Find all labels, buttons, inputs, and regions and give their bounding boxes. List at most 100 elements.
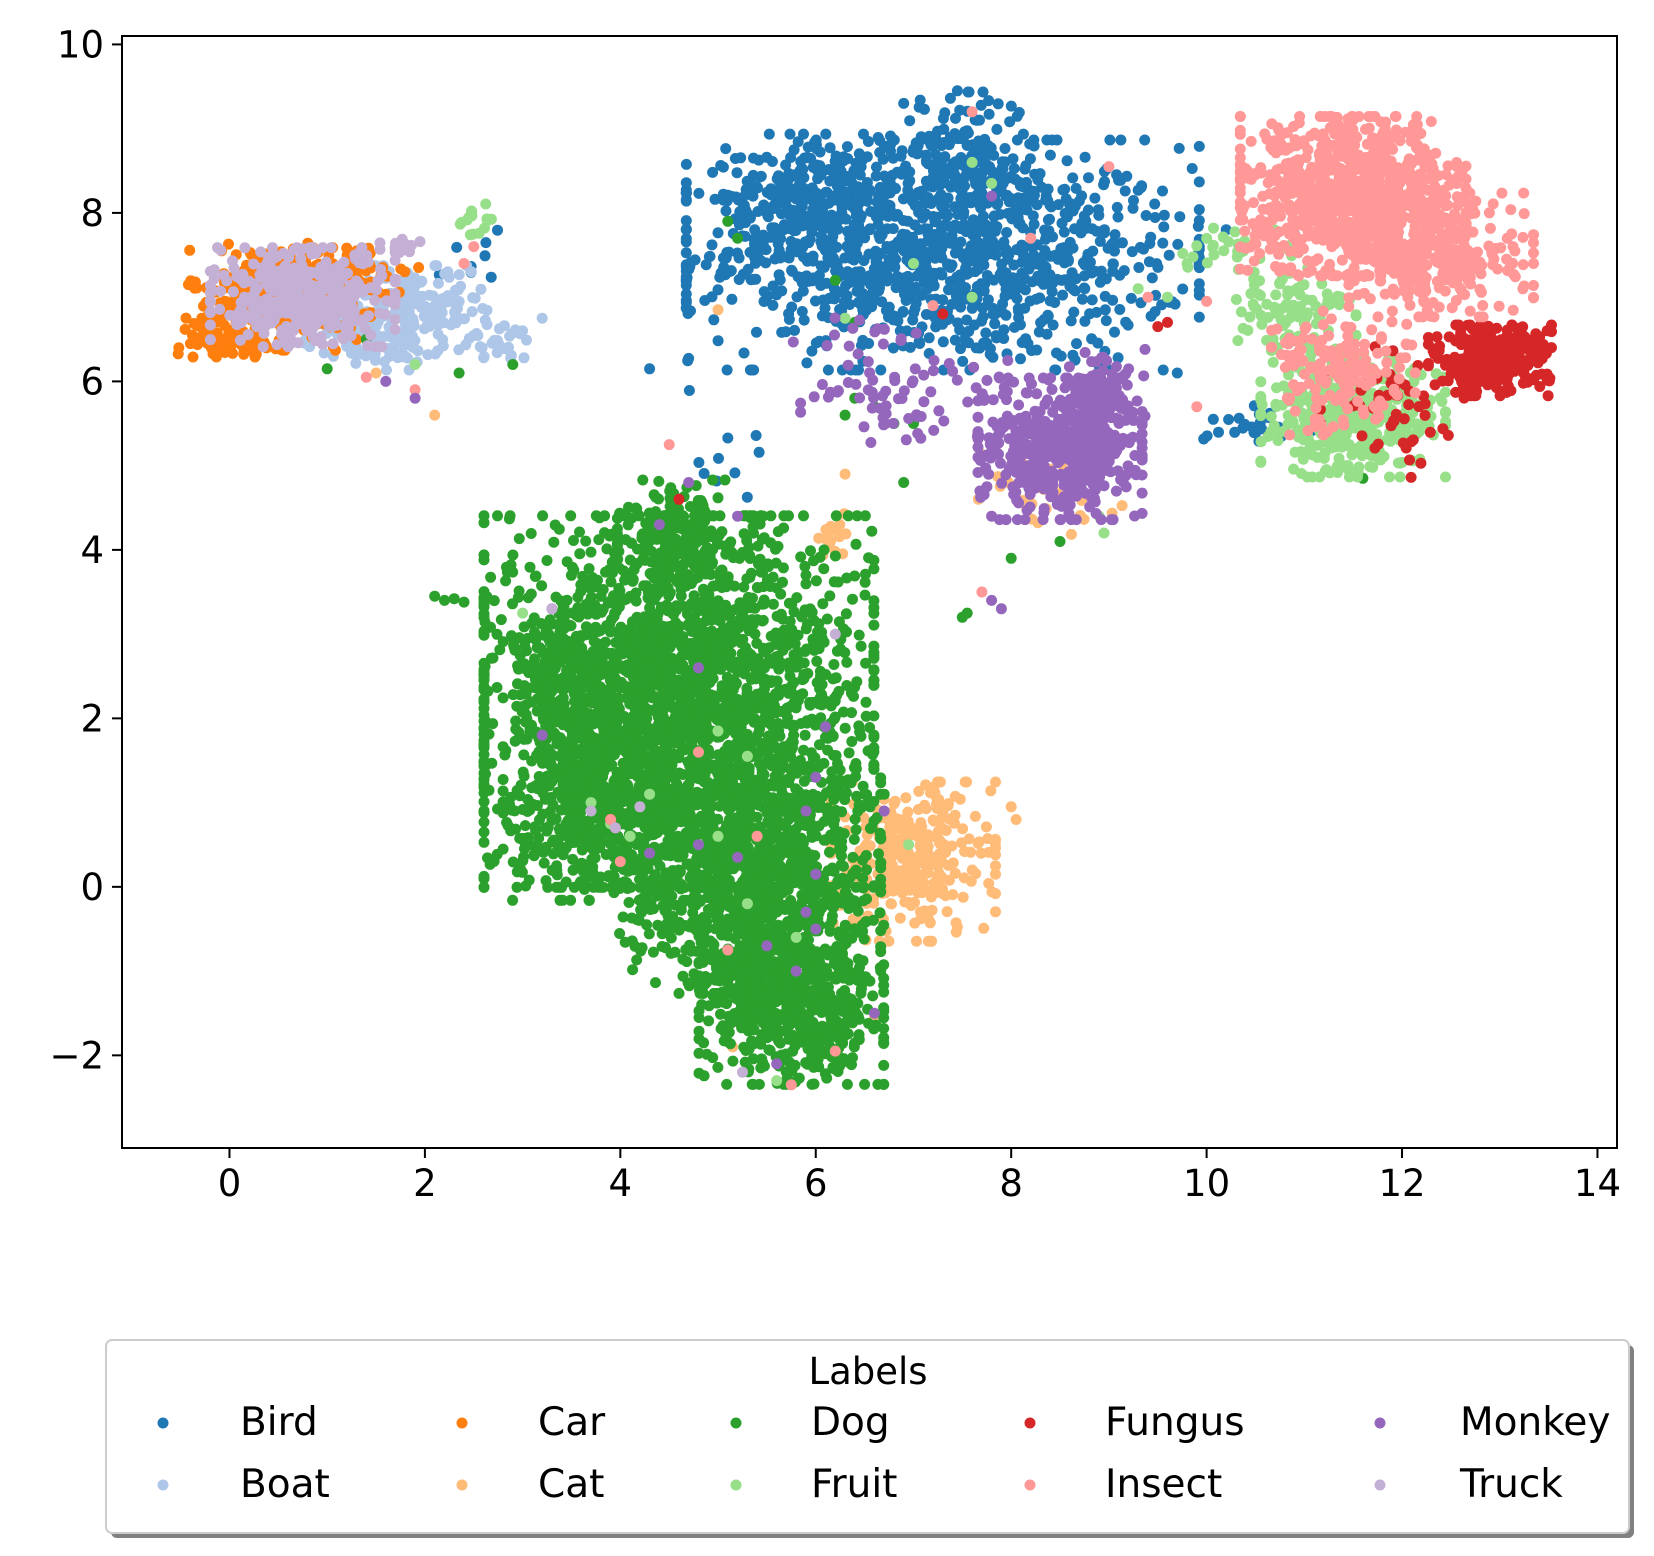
- scatter-point: [807, 635, 819, 647]
- scatter-point: [785, 700, 797, 712]
- scatter-point: [801, 357, 813, 369]
- scatter-point: [437, 340, 449, 352]
- scatter-point: [1035, 317, 1047, 329]
- scatter-point: [475, 283, 487, 295]
- scatter-point: [864, 224, 876, 236]
- scatter-point: [939, 151, 951, 163]
- scatter-point: [693, 457, 705, 468]
- scatter-point: [478, 627, 490, 639]
- scatter-point: [808, 615, 820, 626]
- scatter-point: [1017, 181, 1029, 193]
- scatter-point: [954, 104, 966, 116]
- scatter-point: [925, 891, 937, 903]
- scatter-point: [916, 255, 928, 267]
- scatter-point: [1021, 255, 1032, 267]
- scatter-point: [920, 149, 932, 161]
- scatter-point: [1079, 283, 1091, 295]
- scatter-point: [942, 800, 954, 812]
- scatter-point: [749, 628, 761, 640]
- scatter-point: [788, 636, 800, 648]
- scatter-point: [890, 848, 901, 860]
- scatter-point: [797, 688, 809, 700]
- scatter-point: [818, 636, 830, 648]
- scatter-point: [771, 173, 783, 185]
- scatter-point: [675, 728, 687, 740]
- scatter-point: [1157, 364, 1169, 376]
- scatter-point: [610, 606, 622, 617]
- scatter-point: [536, 580, 548, 592]
- scatter-point: [844, 173, 856, 185]
- scatter-point: [1004, 192, 1016, 204]
- scatter-point: [923, 332, 935, 344]
- scatter-point: [785, 235, 797, 247]
- scatter-point: [1111, 169, 1123, 181]
- scatter-point: [992, 98, 1004, 110]
- scatter-point: [492, 224, 503, 236]
- scatter-point: [757, 239, 769, 251]
- scatter-point: [450, 284, 461, 296]
- scatter-point: [479, 314, 491, 326]
- scatter-point: [1125, 292, 1137, 304]
- scatter-point: [627, 632, 639, 644]
- scatter-point: [738, 347, 750, 359]
- scatter-point: [1036, 251, 1048, 263]
- scatter-point: [813, 269, 825, 281]
- scatter-point: [595, 881, 607, 893]
- scatter-point: [497, 636, 509, 648]
- scatter-point: [982, 833, 994, 845]
- scatter-point: [516, 706, 528, 718]
- scatter-point: [748, 273, 760, 285]
- scatter-point: [999, 143, 1011, 154]
- scatter-point: [219, 342, 231, 354]
- scatter-point: [932, 125, 943, 137]
- scatter-point: [673, 631, 684, 643]
- scatter-point: [680, 279, 692, 291]
- scatter-point: [1104, 134, 1116, 146]
- scatter-point: [868, 607, 880, 619]
- scatter-point: [868, 710, 880, 722]
- scatter-point: [925, 198, 937, 209]
- scatter-point: [914, 338, 926, 349]
- scatter-point: [680, 177, 692, 189]
- scatter-point: [541, 555, 553, 566]
- scatter-point: [1044, 149, 1056, 161]
- scatter-point: [847, 851, 859, 863]
- scatter-point: [1015, 275, 1027, 287]
- scatter-point: [478, 749, 490, 760]
- scatter-point: [399, 316, 411, 328]
- scatter-point: [969, 236, 981, 248]
- scatter-point: [498, 320, 510, 332]
- scatter-point: [874, 233, 886, 244]
- scatter-point: [822, 252, 834, 264]
- scatter-point: [744, 246, 756, 258]
- scatter-point: [778, 510, 790, 522]
- scatter-point: [676, 663, 687, 675]
- scatter-point: [801, 152, 813, 163]
- scatter-point: [940, 890, 952, 902]
- scatter-point: [1120, 316, 1132, 328]
- scatter-point: [846, 736, 858, 747]
- scatter-point: [820, 186, 832, 198]
- scatter-point: [992, 240, 1003, 252]
- scatter-point: [772, 526, 784, 538]
- scatter-point: [997, 163, 1009, 175]
- scatter-point: [913, 224, 925, 235]
- scatter-point: [709, 193, 721, 205]
- scatter-point: [1149, 306, 1161, 318]
- scatter-point: [474, 341, 486, 353]
- scatter-point: [853, 220, 865, 232]
- scatter-point: [693, 633, 705, 645]
- scatter-point: [751, 582, 763, 593]
- scatter-point: [853, 629, 865, 641]
- scatter-point: [748, 233, 760, 245]
- scatter-point: [789, 324, 800, 336]
- scatter-point: [1008, 162, 1020, 174]
- scatter-point: [861, 177, 873, 188]
- scatter-point: [764, 737, 776, 749]
- scatter-point: [989, 318, 1001, 330]
- scatter-point: [1100, 315, 1112, 327]
- scatter-point: [961, 314, 973, 326]
- scatter-point: [991, 123, 1003, 135]
- scatter-point: [887, 314, 899, 326]
- scatter-point: [854, 169, 866, 181]
